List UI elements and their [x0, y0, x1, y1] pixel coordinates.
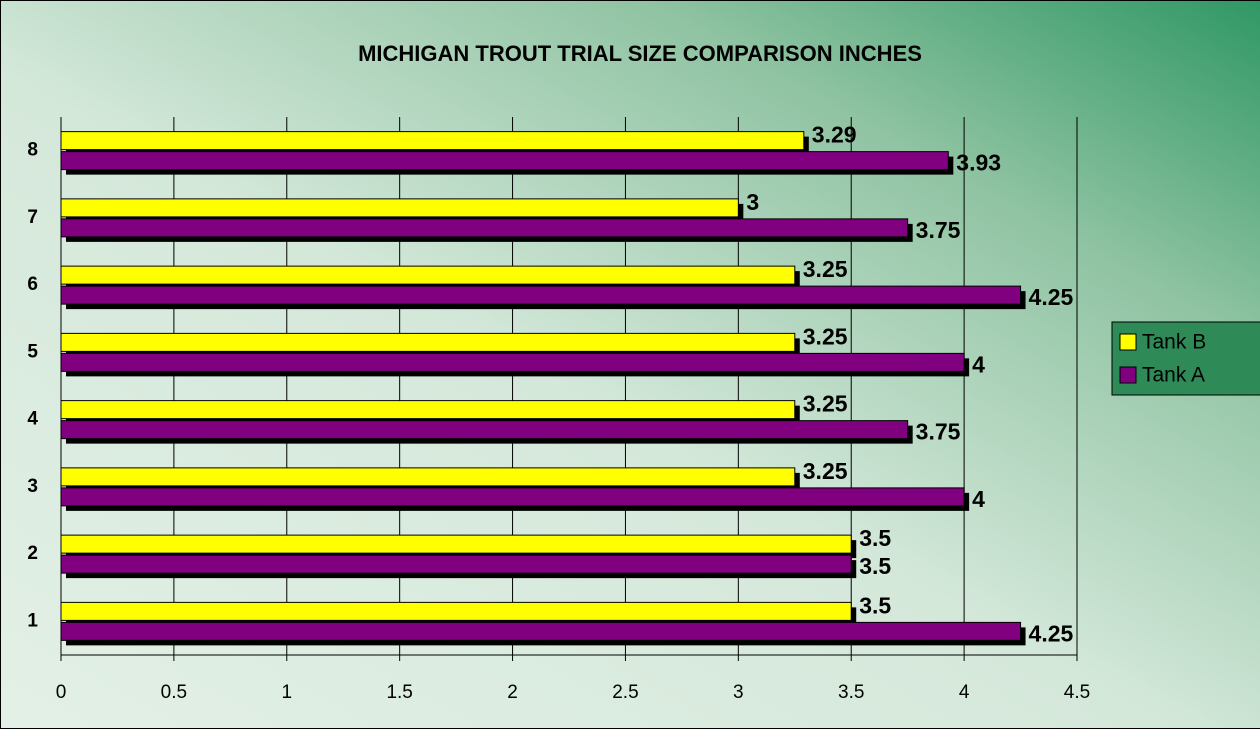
chart-title: MICHIGAN TROUT TRIAL SIZE COMPARISON INC… [358, 41, 922, 66]
value-label: 3.5 [859, 525, 891, 551]
value-label: 3.5 [859, 553, 891, 579]
y-tick-label: 1 [27, 610, 38, 631]
x-tick-label: 1 [281, 682, 292, 703]
bar [60, 420, 909, 440]
bar [60, 151, 949, 171]
x-tick-label: 2 [507, 682, 518, 703]
bar [60, 265, 796, 285]
value-label: 3.5 [859, 592, 891, 618]
bar [60, 332, 796, 352]
bar [60, 400, 796, 420]
value-label: 3.25 [803, 256, 848, 282]
y-tick-label: 3 [27, 476, 38, 497]
y-tick-label: 5 [27, 341, 38, 362]
value-label: 4.25 [1029, 284, 1074, 310]
bar [60, 554, 852, 574]
y-tick-label: 4 [27, 409, 38, 430]
x-tick-label: 0 [56, 682, 67, 703]
bar [60, 352, 965, 372]
value-label: 3.29 [812, 122, 857, 148]
bar [60, 534, 852, 554]
value-label: 3.25 [803, 458, 848, 484]
bar [60, 601, 852, 621]
bar [60, 218, 909, 238]
x-tick-label: 4 [959, 682, 970, 703]
bar [60, 131, 805, 151]
legend [1111, 321, 1260, 396]
value-label: 3.93 [956, 150, 1001, 176]
x-tick-label: 0.5 [161, 682, 187, 703]
value-label: 4 [972, 486, 985, 512]
value-label: 4.25 [1029, 620, 1074, 646]
legend-box [1111, 321, 1260, 396]
x-tick-label: 2.5 [612, 682, 638, 703]
y-tick-label: 2 [27, 543, 38, 564]
x-tick-label: 3 [733, 682, 744, 703]
legend-label: Tank B [1142, 331, 1206, 354]
legend-swatch [1119, 366, 1137, 384]
value-label: 3.75 [916, 217, 961, 243]
y-tick-label: 7 [27, 207, 38, 228]
value-label: 3.25 [803, 391, 848, 417]
legend-label: Tank A [1142, 364, 1205, 387]
legend-swatch [1119, 333, 1137, 351]
bar [60, 621, 1022, 641]
value-label: 4 [972, 351, 985, 377]
value-label: 3 [746, 189, 759, 215]
value-label: 3.25 [803, 323, 848, 349]
bar [60, 285, 1022, 305]
value-label: 3.75 [916, 419, 961, 445]
y-tick-label: 8 [27, 140, 38, 161]
x-tick-label: 4.5 [1064, 682, 1090, 703]
bar [60, 467, 796, 487]
y-tick-label: 6 [27, 274, 38, 295]
bar [60, 198, 739, 218]
x-tick-label: 1.5 [386, 682, 412, 703]
x-tick-label: 3.5 [838, 682, 864, 703]
bar [60, 487, 965, 507]
